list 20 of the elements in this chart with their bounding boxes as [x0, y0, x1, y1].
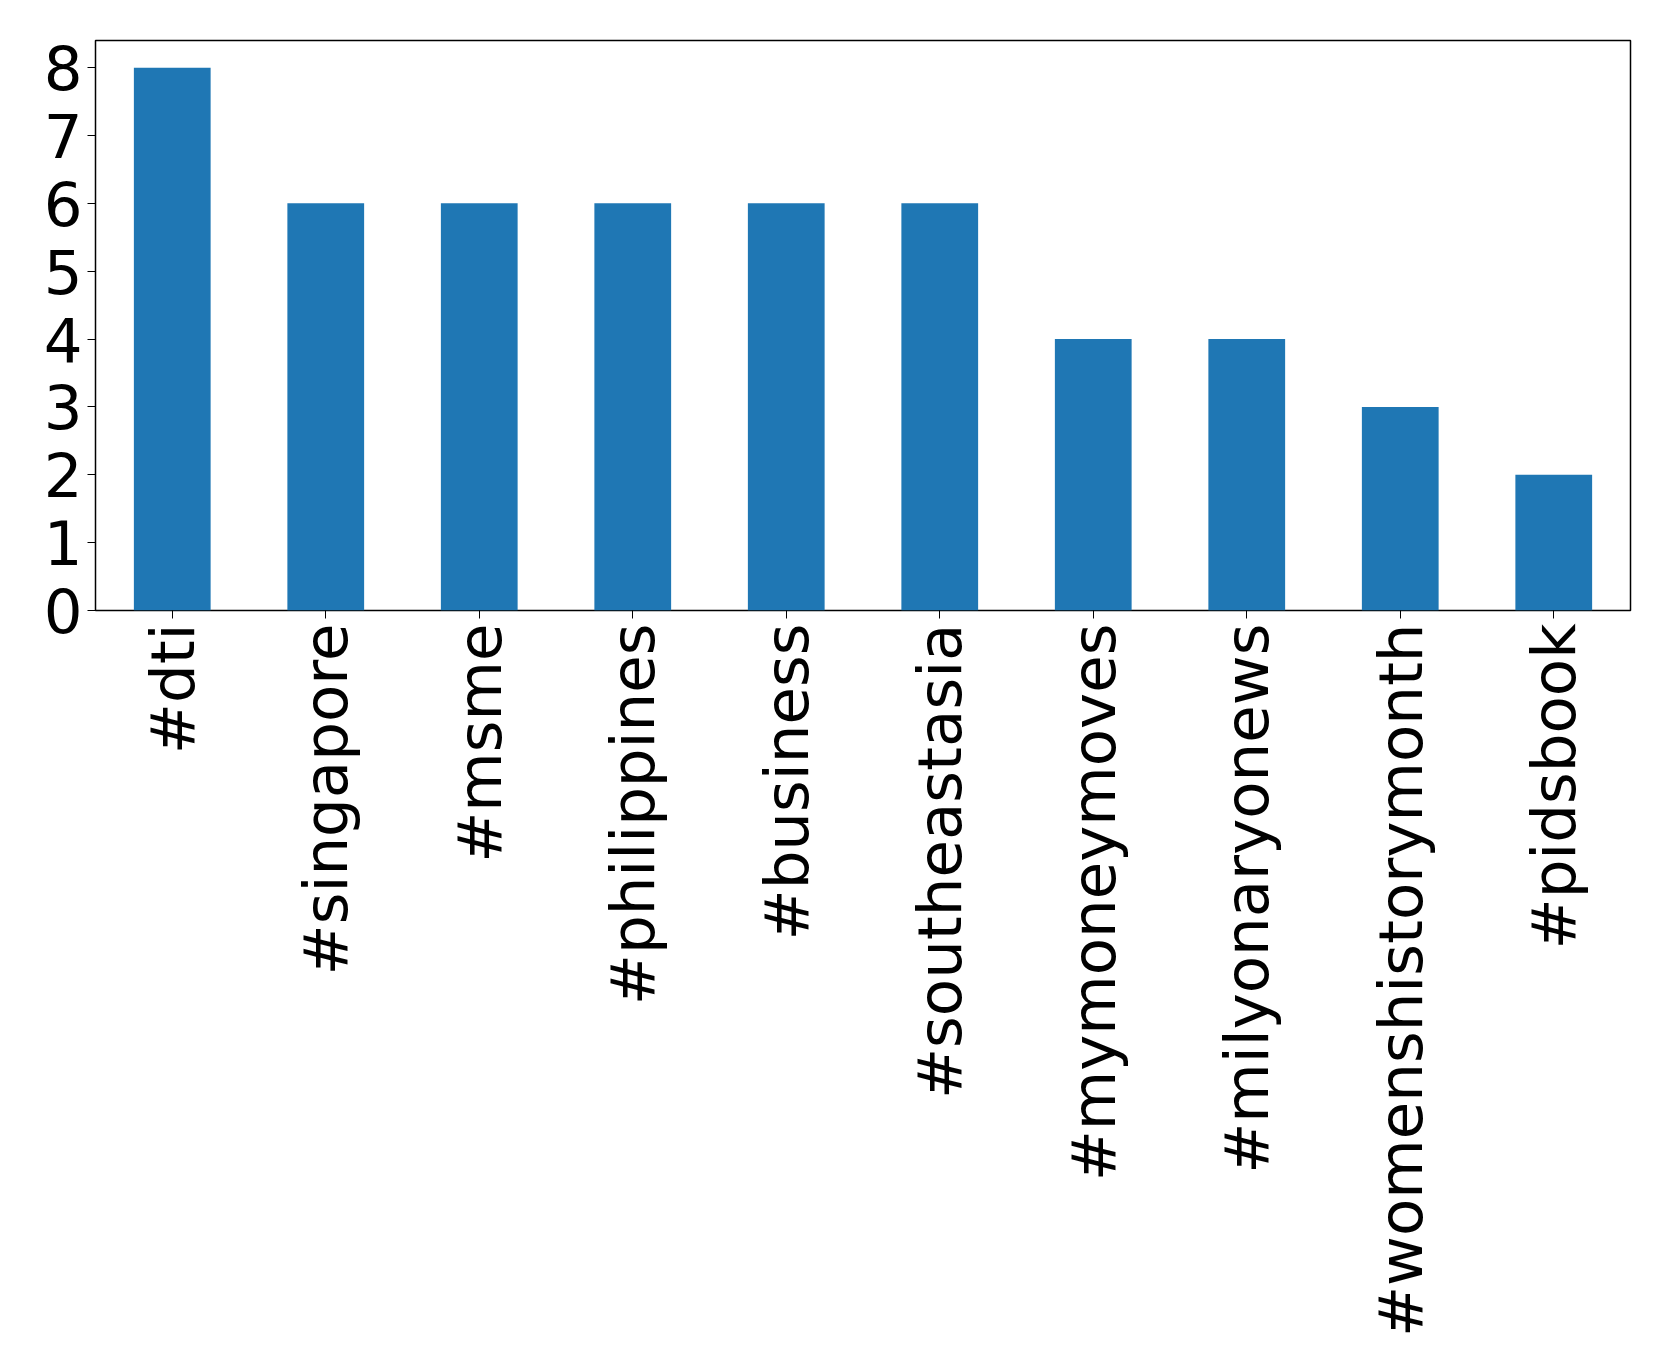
- bar: [1515, 474, 1593, 611]
- x-tick-label: #business: [750, 623, 822, 941]
- x-tick-label: #mymoneymoves: [1057, 623, 1129, 1182]
- x-tick-label: #singapore: [290, 623, 362, 976]
- bar: [133, 67, 211, 611]
- bar: [440, 203, 518, 611]
- bar: [594, 203, 672, 611]
- bar: [747, 203, 825, 611]
- bar: [1361, 406, 1439, 611]
- x-tick-label: #southeastasia: [904, 623, 976, 1100]
- bar: [1054, 339, 1132, 611]
- x-tick-label: #womenshistorymonth: [1364, 623, 1436, 1337]
- x-tick-label: #msme: [443, 623, 515, 863]
- x-tick-label: #philippines: [597, 623, 669, 1006]
- x-tick-label: #pidsbook: [1518, 622, 1590, 950]
- x-tick-label: #dti: [136, 623, 208, 755]
- bar: [287, 203, 365, 611]
- bar: [901, 203, 979, 611]
- bar: [1208, 339, 1286, 611]
- x-tick-label: #milyonaryonews: [1211, 623, 1283, 1174]
